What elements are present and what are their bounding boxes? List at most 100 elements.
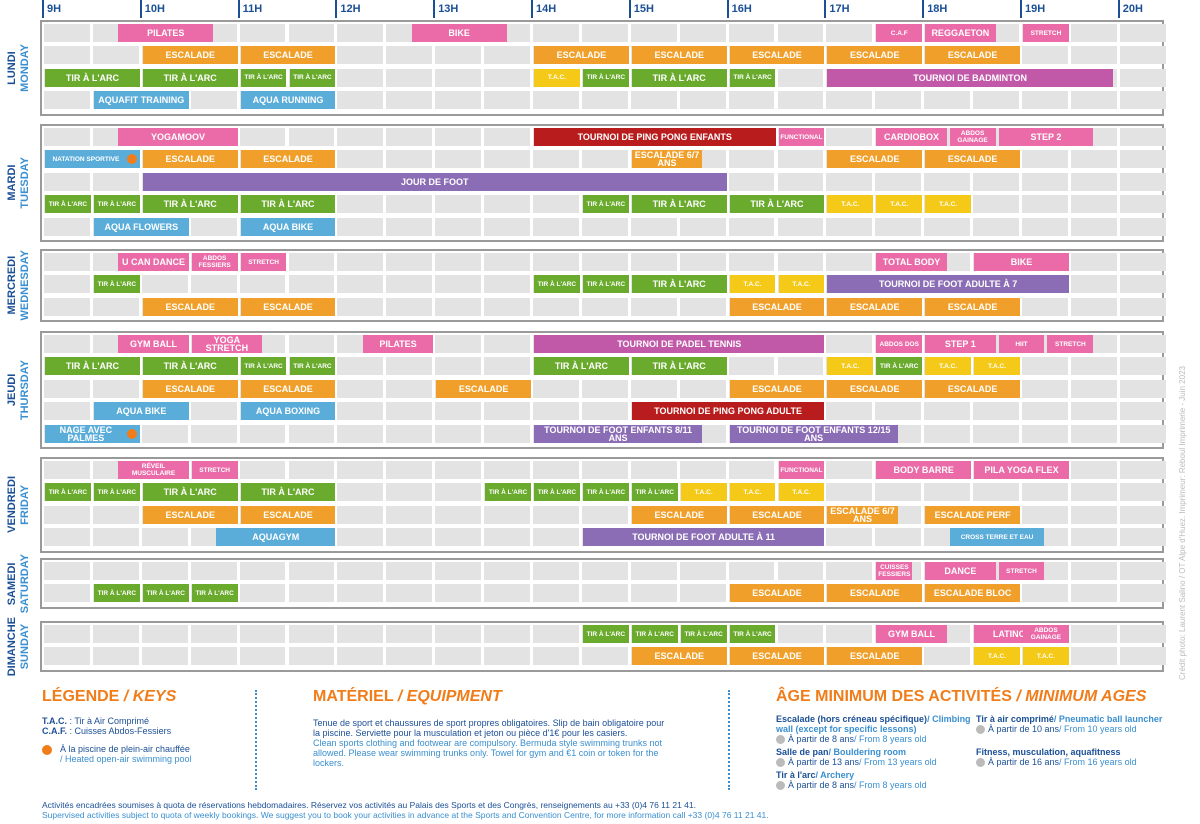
- activity: ESCALADE: [925, 46, 1020, 65]
- activity: ABDOS GAINAGE: [1023, 625, 1069, 643]
- day-name: JEUDI: [6, 373, 18, 407]
- activity: ESCALADE: [925, 379, 1020, 398]
- activity-label: T.A.C.: [743, 488, 762, 496]
- slot: [777, 172, 824, 191]
- slot: [924, 647, 971, 666]
- slot: [924, 172, 971, 191]
- slot: [484, 402, 530, 421]
- legend-title-en: / KEYS: [123, 688, 177, 705]
- activity: TOURNOI DE PADEL TENNIS: [534, 335, 825, 353]
- day-block: RÉVEIL MUSCULAIRE STRETCH FUNCTIONAL BODY B…: [40, 457, 1166, 553]
- slot: [630, 584, 677, 603]
- slot: [533, 195, 579, 214]
- slot: [484, 562, 530, 580]
- activity: TIR À L'ARC: [631, 195, 727, 214]
- activity-name-en: / Archery: [815, 770, 855, 781]
- slot: [777, 217, 824, 236]
- slot: [386, 253, 433, 271]
- activity: REGGAETON: [925, 24, 996, 42]
- slot: [581, 562, 628, 580]
- slot: [777, 150, 824, 169]
- slot: [386, 357, 433, 376]
- pool-text-en: / Heated open-air swimming pool: [60, 754, 192, 764]
- hour-tick: [628, 0, 631, 18]
- slot: [728, 253, 775, 271]
- activity-label: ESCALADE: [263, 50, 313, 61]
- age-text-en: / From 8 years old: [854, 734, 927, 744]
- day-name: LUNDI: [6, 50, 18, 85]
- slot: [777, 68, 824, 87]
- slot: [386, 128, 433, 146]
- slot: [288, 461, 335, 479]
- separator: [255, 690, 257, 790]
- activity-label: ABDOS DOS: [879, 340, 919, 348]
- activity-label: TIR À L'ARC: [163, 487, 217, 498]
- slot: [435, 335, 482, 353]
- activity: T.A.C.: [827, 357, 874, 376]
- slot: [1119, 195, 1166, 214]
- activity-label: ESCALADE: [850, 301, 900, 312]
- activity: ESCALADE: [729, 297, 825, 316]
- slot: [777, 357, 824, 376]
- slot: [1070, 172, 1117, 191]
- hour-label: 11H: [242, 3, 263, 15]
- slot: [44, 584, 90, 603]
- activity: ESCALADE 6/7 ANS: [631, 150, 703, 169]
- pool-text: À la piscine de plein-air chauffée: [60, 744, 190, 754]
- activity-label: TIR À L'ARC: [97, 200, 137, 208]
- slot: [484, 217, 530, 236]
- slot: [875, 483, 922, 502]
- activity-label: TOURNOI DE FOOT ADULTE À 11: [632, 532, 776, 543]
- age-icon: [976, 758, 985, 768]
- activity-label: TIR À L'ARC: [635, 630, 674, 638]
- slot: [1119, 461, 1166, 479]
- day-label: LUNDI MONDAY: [0, 20, 38, 116]
- slot: [288, 562, 335, 580]
- slot: [435, 357, 482, 376]
- activity: T.A.C.: [925, 195, 972, 214]
- activity-label: STRETCH: [1030, 29, 1062, 37]
- activity-label: AQUA BOXING: [255, 406, 321, 417]
- slot: [337, 357, 384, 376]
- activity-label: AQUAFIT TRAINING: [98, 95, 185, 106]
- slot: [435, 562, 482, 580]
- activity: TIR À L'ARC: [142, 357, 238, 376]
- slot: [826, 128, 873, 146]
- slot: [533, 562, 579, 580]
- slot: [875, 528, 922, 547]
- slot: [1119, 128, 1166, 146]
- activity-label: CARDIOBOX: [883, 132, 939, 142]
- age-text-en: / From 13 years old: [859, 757, 937, 768]
- equipment-text: Tenue de sport et chaussures de sport pr…: [313, 718, 665, 738]
- activity: TIR À L'ARC: [45, 195, 91, 214]
- activity: TIR À L'ARC: [240, 357, 287, 376]
- slot: [92, 505, 139, 524]
- slot: [141, 275, 188, 294]
- activity: STEP 2: [998, 128, 1094, 146]
- day-label: SAMEDI SATURDAY: [0, 554, 38, 613]
- age-line: À partir de 8 ans/ From 8 years old: [776, 734, 976, 745]
- hour-label: 9H: [47, 3, 62, 15]
- activity-label: ESCALADE: [752, 50, 802, 61]
- abbr: C.A.F.: [42, 726, 68, 736]
- equipment-text-en: Clean sports clothing and footwear are c…: [313, 738, 662, 768]
- activity: CARDIOBOX: [876, 128, 947, 146]
- slot: [1119, 68, 1166, 87]
- slot: [288, 253, 335, 271]
- activity: TOURNOI DE FOOT ENFANTS 8/11 ANS: [534, 424, 703, 443]
- activity: HIIT: [998, 335, 1045, 353]
- slot: [973, 91, 1019, 110]
- age-text-en: / From 10 years old: [1059, 724, 1137, 734]
- activity-label: ESCALADE 6/7 ANS: [830, 505, 895, 524]
- slot: [1022, 402, 1068, 421]
- day-names: VENDREDI FRIDAY: [6, 476, 32, 533]
- slot: [679, 461, 726, 479]
- hour-label: 14H: [536, 3, 557, 15]
- slot: [386, 483, 433, 502]
- slot: [92, 625, 139, 643]
- activity: ESCALADE: [142, 505, 238, 524]
- slot: [484, 253, 530, 271]
- slot: [1119, 253, 1166, 271]
- slot: [288, 625, 335, 643]
- activity: TIR À L'ARC: [142, 195, 238, 214]
